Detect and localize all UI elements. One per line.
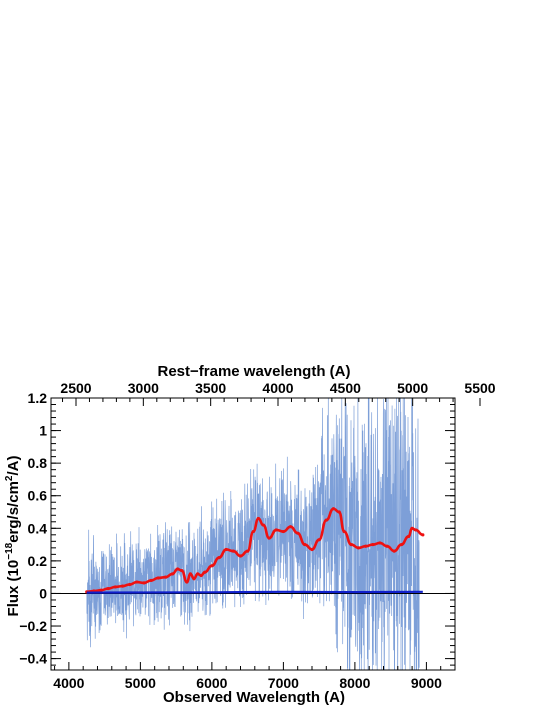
y-tick-label: −0.4 [19,651,47,667]
y-tick-label: 0.6 [28,488,48,504]
smoothed-spectrum-point [175,567,180,571]
smoothed-spectrum-point [337,510,341,514]
plot-frame [50,397,456,671]
smoothed-spectrum-point [256,516,260,521]
x-tick-label: 6000 [196,675,227,691]
smoothed-spectrum-point [281,529,285,534]
smoothed-spectrum-point [210,564,214,568]
x-tick-label: 7000 [268,675,299,691]
smoothed-spectrum-point [317,538,321,542]
smoothed-spectrum-point [149,578,153,583]
top-tick-label: 2500 [60,380,91,396]
smoothed-spectrum-point [378,541,382,545]
x-axis-title: Observed Wavelength (A) [163,689,345,705]
smoothed-spectrum-point [324,518,328,522]
smoothed-spectrum-point [261,523,265,527]
y-axis-title-exp2: 2 [4,475,15,481]
top-tick-label: 4000 [262,380,293,396]
smoothed-spectrum-point [195,572,200,576]
y-tick-label: 0.8 [28,455,48,471]
smoothed-spectrum-point [170,572,175,576]
y-tick-label: 0.4 [28,520,48,536]
smoothed-spectrum-point [310,547,314,552]
observed-spectrum-line [86,398,420,670]
smoothed-spectrum-point [199,573,203,578]
y-axis-title-part1: Flux (10 [5,560,22,617]
smoothed-spectrum-point [238,554,243,558]
plot-area [51,398,455,670]
smoothed-spectrum-point [135,580,139,584]
smoothed-spectrum-point [274,528,278,532]
x-tick-label: 5000 [125,675,156,691]
smoothed-spectrum-point [128,582,132,587]
y-tick-label: 1.2 [28,390,48,406]
smoothed-spectrum-point [414,528,418,532]
y-axis-title: Flux (10−18erg/s/cm2/A) [4,456,22,617]
y-axis-title-part3: /A) [5,456,22,476]
smoothed-spectrum-point [392,549,396,553]
smoothed-spectrum-point [180,569,184,573]
top-tick-label: 5000 [397,380,428,396]
smoothed-spectrum-point [342,529,346,534]
smoothed-spectrum-point [267,536,271,540]
y-axis-title-part2: erg/s/cm [5,481,22,543]
plot-clip-group [51,398,455,670]
smoothed-spectrum-point [163,575,168,579]
smoothed-spectrum-point [142,581,146,585]
smoothed-spectrum-point [303,542,307,547]
smoothed-spectrum-point [251,529,255,534]
top-tick-label: 4500 [330,380,361,396]
smoothed-spectrum-point [364,544,368,548]
top-tick-label: 5500 [464,380,495,396]
y-tick-label: −0.2 [19,618,47,634]
smoothed-spectrum-point [224,547,228,552]
smoothed-spectrum-point [356,546,361,550]
top-tick-label: 3000 [128,380,159,396]
smoothed-spectrum-point [246,549,250,553]
smoothed-spectrum-point [421,533,425,537]
error-spectrum-line [86,590,423,594]
x-tick-label: 9000 [411,675,442,691]
smoothed-spectrum-point [203,570,207,574]
top-tick-label: 3500 [195,380,226,396]
smoothed-spectrum-point [99,588,103,592]
smoothed-spectrum-point [349,542,353,547]
smoothed-spectrum-point [371,542,375,547]
smoothed-spectrum-point [399,542,403,547]
smoothed-spectrum-point [385,544,389,548]
smoothed-spectrum-point [192,577,196,581]
x-tick-label: 8000 [339,675,370,691]
smoothed-spectrum-point [410,526,414,530]
smoothed-spectrum-point [113,585,117,589]
smoothed-spectrum-point [106,586,110,591]
smoothed-spectrum-point [217,556,221,560]
top-axis-title: Rest−frame wavelength (A) [158,363,351,380]
smoothed-spectrum-point [296,531,300,535]
smoothed-spectrum-point [331,507,336,511]
smoothed-spectrum-point [188,572,193,576]
smoothed-spectrum-point [185,580,189,584]
smoothed-spectrum-point [231,549,235,553]
smoothed-spectrum-point [120,584,125,588]
axes: 4000 5000 6000 7000 8000 9000 2500 3000 3500 4000… [19,380,495,691]
y-tick-label: 1 [39,423,47,439]
smoothed-spectrum-point [156,576,160,580]
y-tick-label: 0.2 [28,553,48,569]
x-tick-label: 4000 [53,675,84,691]
y-tick-label: 0 [39,585,47,601]
y-axis-title-exp1: −18 [4,542,15,559]
smoothed-spectrum-point [288,525,293,529]
smoothed-spectrum-point [406,534,411,539]
